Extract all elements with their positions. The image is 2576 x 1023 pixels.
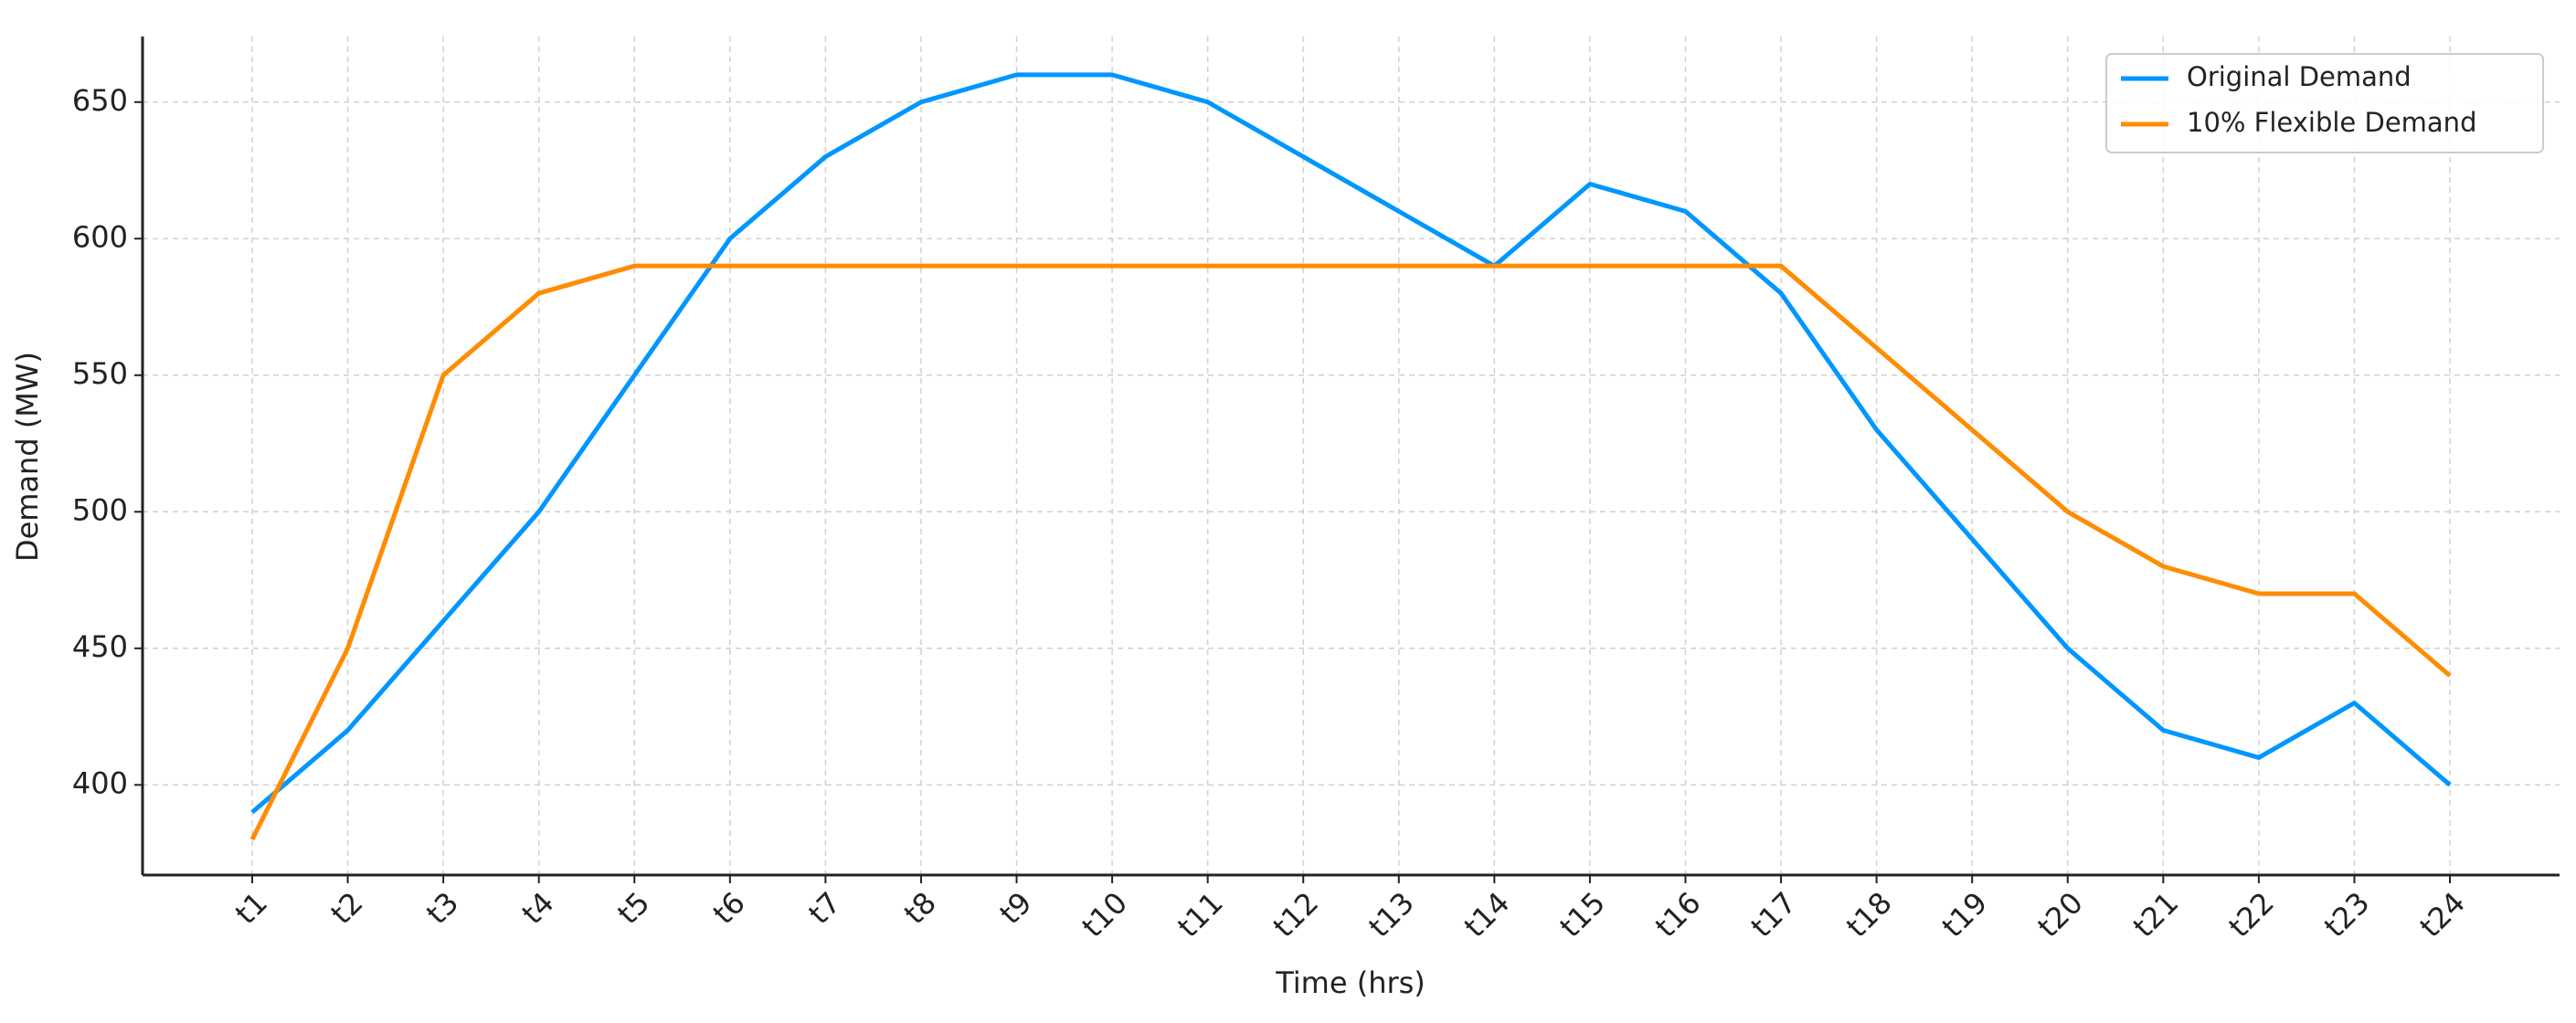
- x-tick-label: t24: [2412, 885, 2472, 944]
- x-tick-label: t18: [1839, 885, 1899, 944]
- legend-label: 10% Flexible Demand: [2187, 107, 2476, 138]
- x-tick-label: t12: [1267, 885, 1326, 944]
- x-tick-label: t2: [323, 885, 369, 931]
- y-tick-label: 450: [72, 629, 128, 664]
- x-tick-label: t8: [897, 885, 943, 931]
- legend-label: Original Demand: [2187, 61, 2412, 92]
- x-tick-label: t4: [515, 885, 561, 931]
- x-tick-label: t23: [2317, 885, 2377, 944]
- x-tick-label: t13: [1362, 885, 1421, 944]
- x-tick-label: t11: [1171, 885, 1230, 944]
- x-tick-label: t3: [419, 885, 465, 931]
- data-line: [250, 72, 2452, 815]
- y-axis-label: Demand (MW): [10, 352, 45, 562]
- x-tick-label: t17: [1744, 885, 1804, 944]
- legend-box: [2105, 53, 2544, 153]
- x-tick-label: t9: [992, 885, 1038, 931]
- y-tick-label: 500: [72, 492, 128, 527]
- y-tick-label: 550: [72, 356, 128, 391]
- y-tick-label: 650: [72, 83, 128, 118]
- x-tick-label: t5: [610, 885, 656, 931]
- x-tick-label: t20: [2030, 885, 2090, 944]
- x-tick-label: t15: [1553, 885, 1612, 944]
- x-tick-label: t6: [706, 885, 752, 931]
- x-tick-label: t22: [2221, 885, 2281, 944]
- x-axis-label: Time (hrs): [1275, 965, 1426, 1000]
- y-tick-label: 600: [72, 219, 128, 254]
- x-tick-label: t14: [1458, 885, 1517, 944]
- y-tick-label: 400: [72, 765, 128, 800]
- x-tick-label: t19: [1935, 885, 1995, 944]
- x-tick-label: t7: [801, 885, 847, 931]
- data-line: [249, 263, 2452, 841]
- x-tick-label: t1: [228, 885, 274, 931]
- x-tick-label: t21: [2126, 885, 2186, 944]
- x-tick-label: t10: [1076, 885, 1135, 944]
- x-tick-label: t16: [1648, 885, 1708, 944]
